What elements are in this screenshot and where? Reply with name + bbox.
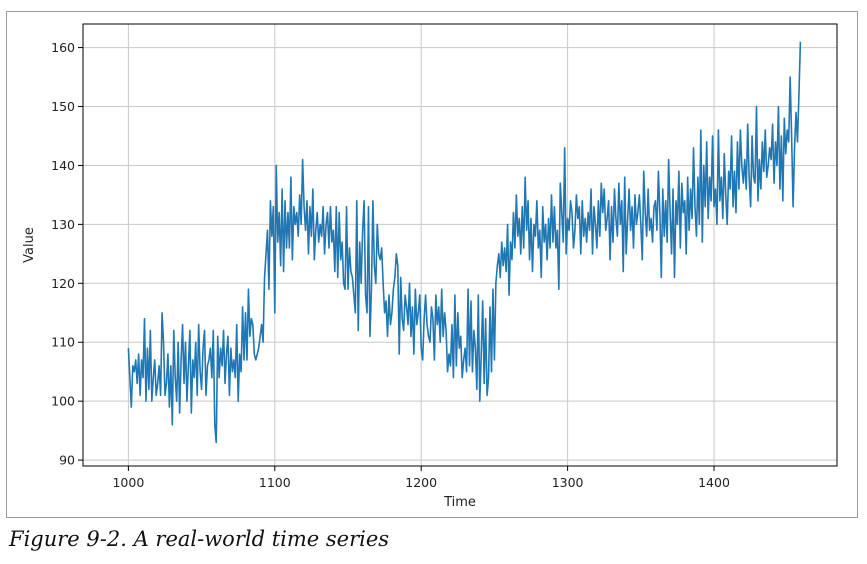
y-axis-ticks: 90 100 110 120 130 140 150 160 xyxy=(51,40,83,468)
x-tick-label: 1400 xyxy=(698,475,730,490)
series-line xyxy=(127,41,802,444)
x-tick-label: 1000 xyxy=(112,475,144,490)
y-tick-label: 120 xyxy=(51,276,75,291)
series-layer xyxy=(127,41,802,444)
y-tick-label: 150 xyxy=(51,99,75,114)
y-tick-label: 160 xyxy=(51,40,75,55)
figure-frame: 1000 1100 1200 1300 1400 90 100 110 120 130 140 15… xyxy=(6,11,858,518)
y-tick-label: 110 xyxy=(51,335,75,350)
x-axis-ticks: 1000 1100 1200 1300 1400 xyxy=(112,466,730,490)
y-tick-label: 130 xyxy=(51,217,75,232)
x-tick-label: 1300 xyxy=(552,475,584,490)
x-axis-label: Time xyxy=(443,495,476,510)
figure-caption: Figure 9-2. A real-world time series xyxy=(9,527,390,551)
time-series-chart: 1000 1100 1200 1300 1400 90 100 110 120 130 140 15… xyxy=(22,23,838,510)
y-tick-label: 100 xyxy=(51,394,75,409)
y-tick-label: 140 xyxy=(51,158,75,173)
y-axis-label: Value xyxy=(22,227,37,263)
grid-lines xyxy=(83,24,837,466)
y-tick-label: 90 xyxy=(59,453,75,468)
x-tick-label: 1200 xyxy=(405,475,437,490)
x-tick-label: 1100 xyxy=(259,475,291,490)
plot-area-border xyxy=(82,23,838,467)
